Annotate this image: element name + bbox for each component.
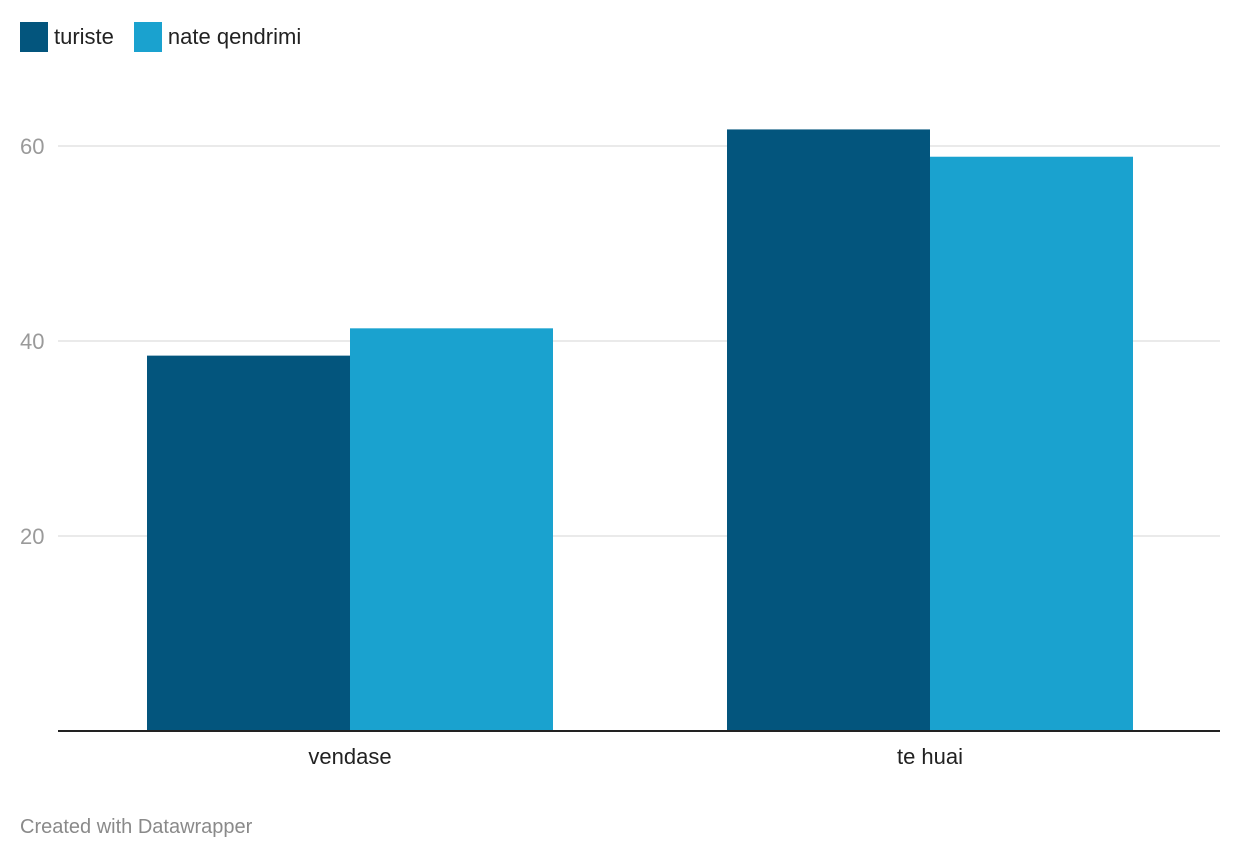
bar-chart: 20 40 60 vendase te huai — [20, 129, 1220, 769]
y-tick-label: 60 — [20, 134, 44, 159]
legend-item-turiste: turiste — [20, 22, 114, 52]
legend-swatch-nate-qendrimi — [133, 22, 162, 52]
legend-label-turiste: turiste — [54, 24, 114, 49]
x-tick-label: te huai — [897, 744, 963, 769]
bar-turiste-vendase — [147, 355, 350, 731]
y-tick-label: 40 — [20, 329, 44, 354]
legend-swatch-turiste — [20, 22, 48, 52]
legend-label-nate-qendrimi: nate qendrimi — [167, 24, 302, 49]
bar-nate-qendrimi-te-huai — [930, 156, 1133, 732]
legend-item-nate-qendrimi: nate qendrimi — [133, 22, 302, 52]
bar-turiste-te-huai — [727, 129, 930, 732]
y-tick-label: 20 — [20, 524, 44, 549]
legend: turiste nate qendrimi — [20, 22, 301, 52]
bar-nate-qendrimi-vendase — [350, 328, 553, 731]
footer-credit: Created with Datawrapper — [20, 816, 253, 838]
x-tick-label: vendase — [308, 744, 391, 769]
